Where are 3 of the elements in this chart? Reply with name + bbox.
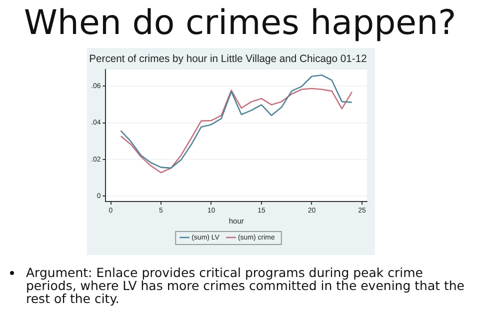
text: Argument: Enlace provides critical programs during peak crime periods, where LV has more crimes committed in the evening that the rest of the city. [26, 265, 466, 306]
chart-subtitle: Percent of crimes by hour in Little Village and Chicago 01-12 [89, 54, 368, 66]
chart-title: When do crimes happen? [22, 2, 458, 44]
